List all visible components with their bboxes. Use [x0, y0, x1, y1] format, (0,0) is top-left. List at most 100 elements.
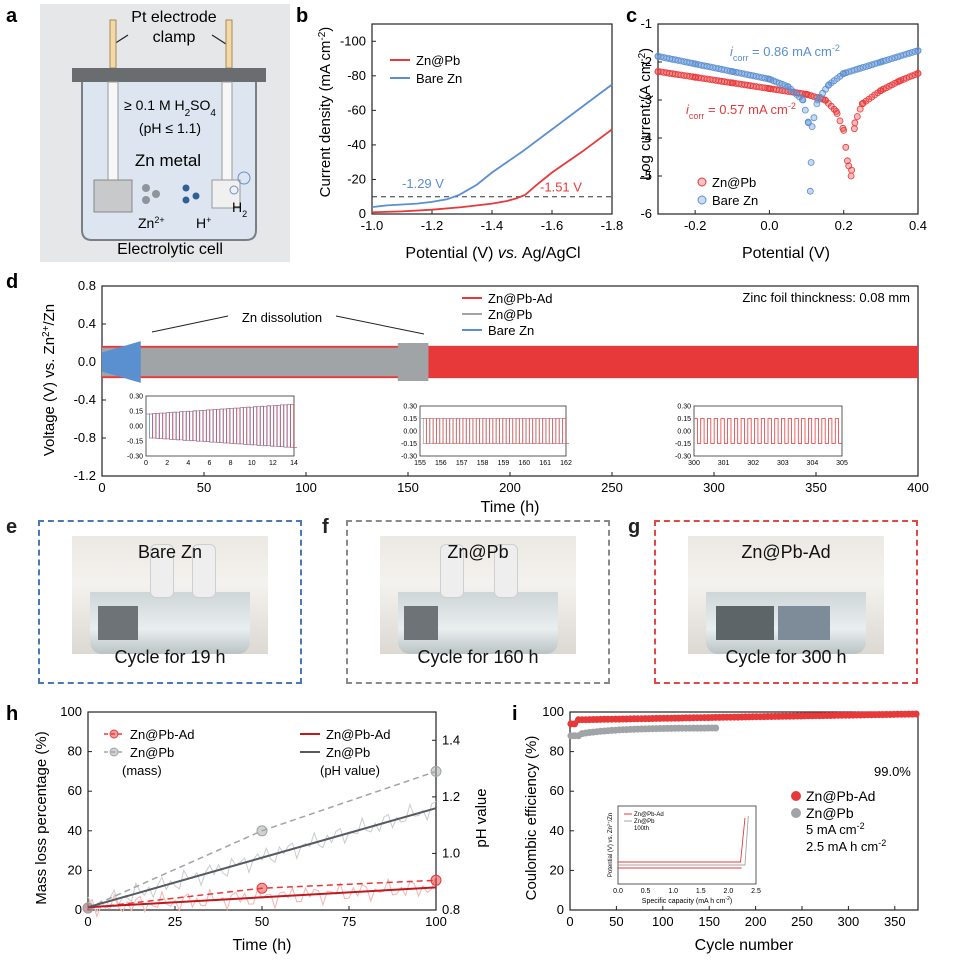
- chart-d-inset-xtick: 300: [688, 460, 700, 467]
- chart-c-annotation: icorr = 0.86 mA cm-2: [730, 43, 840, 63]
- chart-b-ytick-label: -20: [347, 171, 366, 186]
- chart-c-point-zn-pb: [848, 166, 855, 174]
- photo-bare-zn: Bare Zn: [72, 536, 268, 654]
- chart-d-inset-xtick: 10: [248, 460, 256, 467]
- chart-d-xtick-label: 0: [98, 480, 105, 495]
- chart-d-inset-ytick: -0.30: [675, 454, 691, 461]
- chart-c-point-bare-zn: [784, 83, 792, 91]
- chart-i-inset-xlabel: Specific capacity (mA h cm-2): [642, 896, 732, 905]
- panel-letter-e: e: [6, 516, 18, 538]
- chart-h-ytick-label: 100: [60, 704, 82, 719]
- chart-i-inset-xtick: 2.0: [724, 888, 734, 895]
- chart-h-ytick-label: 20: [68, 862, 82, 877]
- chart-h-ytick-right-label: 0.8: [442, 902, 460, 917]
- chart-c-point-bare-zn: [801, 106, 809, 114]
- chart-c-point-zn-pb: [851, 125, 858, 133]
- chart-h-legend-marker: [109, 747, 119, 757]
- chart-h-xtick-label: 50: [255, 914, 269, 929]
- chart-d-xtick-label: 400: [907, 480, 929, 495]
- chart-b-xtick-label: -1.2: [421, 218, 443, 233]
- chart-i-xtick-label: 300: [838, 914, 860, 929]
- chart-c-point-zn-pb: [728, 79, 736, 87]
- acid-label: ≥ 0.1 M H2SO4: [124, 97, 216, 119]
- chart-h-legend-marker: [109, 729, 119, 739]
- chart-h-series-pH-zn-pb-ad: [87, 886, 437, 909]
- photo-frame-f: Zn@Pb Cycle for 160 h: [346, 520, 610, 684]
- chart-d-legend-text: Zn@Pb-Ad: [488, 291, 553, 306]
- chart-h-series-mass-zn-pb-ad-point: [430, 874, 442, 886]
- zn-electrode: [98, 606, 138, 640]
- cell-caption: Electrolytic cell: [117, 241, 223, 258]
- chart-d-inset-ytick: 0.00: [677, 429, 691, 436]
- chart-b-ytick-label: 0: [359, 206, 366, 221]
- chart-c-legend-text: Zn@Pb: [712, 175, 756, 190]
- chart-i-inset-legend-text: Zn@Pb-Ad: [634, 812, 664, 818]
- chart-d-inset-xtick: 156: [435, 460, 447, 467]
- chart-b-xtick-label: -1.4: [481, 218, 503, 233]
- electrode-label-line1: Pt electrode: [131, 9, 216, 26]
- chart-d-ytick-label: -0.4: [74, 392, 96, 407]
- ion-dot: [142, 184, 150, 192]
- chart-i-condition: 5 mA cm-2: [806, 821, 865, 837]
- chart-d-inset-3: 300 301 302 303 304 305 0.30 0.15 0.00 -0.15 -0.30: [675, 404, 848, 468]
- chart-h-ytick-right-label: 1.4: [442, 732, 460, 747]
- chart-d-inset-ytick: 0.30: [129, 394, 143, 401]
- chart-i-ytick-label: 60: [550, 783, 564, 798]
- chart-c-xtick-label: 0.2: [835, 218, 853, 233]
- chart-d-xtick-label: 350: [805, 480, 827, 495]
- proton-dot: [192, 192, 200, 200]
- chart-i-xtick-label: 50: [609, 914, 623, 929]
- chart-d-inset-xtick: 304: [807, 460, 819, 467]
- chart-c-point-zn-pb: [803, 90, 810, 98]
- chart-d-ytick-label: -0.8: [74, 430, 96, 445]
- chart-d-inset-ytick: 0.15: [403, 416, 417, 423]
- chart-c-ytick-label: -2: [640, 54, 652, 69]
- chart-d-inset-ytick: -0.30: [127, 454, 143, 461]
- chart-h-xtick-label: 25: [168, 914, 182, 929]
- chart-c-point-zn-pb: [896, 77, 903, 85]
- chart-c-point-bare-zn: [877, 58, 885, 66]
- electrode-arrow-right: [211, 34, 227, 45]
- chart-h-legend-text: Zn@Pb-Ad: [326, 727, 391, 742]
- chart-d-inset-xtick: 4: [186, 460, 190, 467]
- chart-h-series-mass-zn-pb-point: [430, 765, 442, 777]
- chart-d-ylabel: Voltage (V) vs. Zn2+/Zn: [41, 304, 59, 456]
- chart-d-xtick-label: 100: [295, 480, 317, 495]
- chart-i-plot: 0 50 100 150 200 250 300 350 0 20 40 60 80 100 99.0% Zn…: [542, 704, 920, 929]
- chart-d-inset-xtick: 2: [165, 460, 169, 467]
- chart-d-inset-ytick: 0.00: [403, 429, 417, 436]
- chart-c-ytick-label: -3: [640, 92, 652, 107]
- chart-d-arrow: [335, 315, 425, 335]
- photo-zn-pb: Zn@Pb: [380, 536, 576, 654]
- chart-c-point-zn-pb: [877, 87, 885, 94]
- photo-caption-e: Cycle for 19 h: [114, 647, 226, 667]
- proton-dot: [182, 184, 190, 192]
- chart-d-inset-xtick: 12: [269, 460, 277, 467]
- chart-c-ytick-label: -6: [640, 206, 652, 221]
- chart-d-inset-trace: [149, 404, 297, 448]
- chart-c-point-bare-zn: [654, 52, 662, 60]
- chart-i-point-zn-pb-ad: [912, 710, 920, 718]
- chart-d-inset-trace: [423, 418, 569, 444]
- chart-d-ytick-label: -1.2: [74, 468, 96, 483]
- chart-c-ytick-label: -5: [640, 168, 652, 183]
- chart-i-xtick-label: 150: [698, 914, 720, 929]
- chart-h-legend-text: Zn@Pb: [326, 745, 370, 760]
- chart-b-series-bare-zn: [371, 83, 613, 208]
- chart-i-axes: [569, 711, 919, 911]
- chart-c-axes: [657, 23, 919, 215]
- chart-c-xlabel: Potential (V): [742, 245, 830, 262]
- chart-i-condition: 2.5 mA h cm-2: [806, 838, 886, 854]
- chart-d-legend-text: Zn@Pb: [488, 307, 532, 322]
- right-rod: [221, 81, 233, 183]
- chart-b-legend-text: Zn@Pb: [416, 53, 460, 68]
- zn-metal-block: [93, 179, 133, 213]
- chart-d-xtick-label: 50: [197, 480, 211, 495]
- chart-c-point-bare-zn: [806, 187, 814, 195]
- chart-i-inset-xtick: 2.5: [751, 888, 761, 895]
- chart-h-ytick-label: 0: [75, 902, 82, 917]
- panel-letter-i: i: [512, 703, 518, 725]
- chart-i-xtick-label: 350: [884, 914, 906, 929]
- panel-b: b Current density (mA cm-2) Potential (V…: [296, 5, 623, 262]
